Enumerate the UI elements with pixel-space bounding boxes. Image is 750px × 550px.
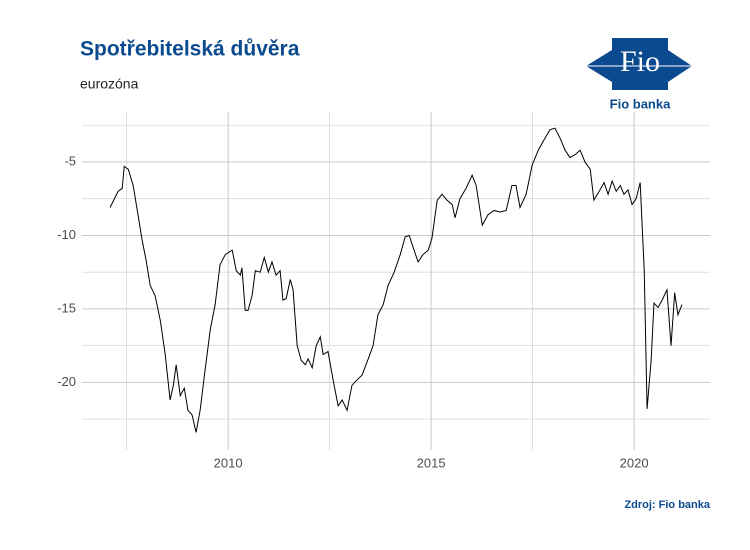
logo-caption: Fio banka	[610, 96, 671, 111]
x-tick-label: 2020	[620, 455, 649, 470]
logo: Fio Fio banka	[586, 38, 692, 111]
chart-subtitle: eurozóna	[80, 76, 139, 92]
logo-text: Fio	[620, 45, 660, 78]
logo-box	[612, 38, 668, 90]
y-tick-label: -5	[64, 153, 76, 168]
y-tick-label: -20	[57, 374, 76, 389]
line	[109, 127, 683, 433]
x-tick-label: 2015	[417, 455, 446, 470]
chart-title: Spotřebitelská důvěra	[80, 38, 300, 61]
y-tick-label: -10	[57, 227, 76, 242]
x-tick-label: 2010	[214, 455, 243, 470]
y-tick-label: -15	[57, 300, 76, 315]
source: Zdroj: Fio banka	[624, 499, 710, 511]
